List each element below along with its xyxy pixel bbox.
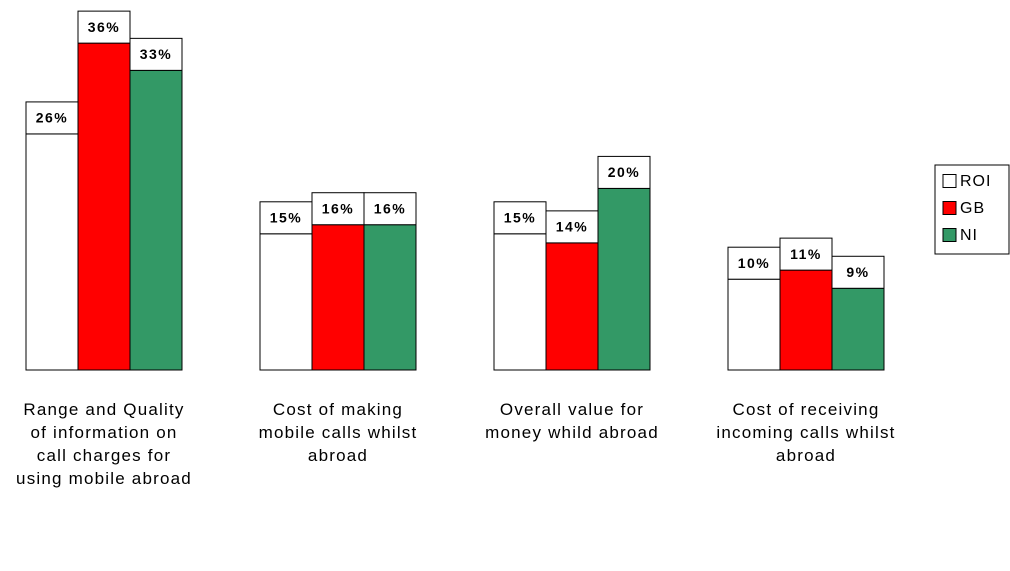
value-label-box xyxy=(727,246,781,280)
value-label: 36% xyxy=(88,19,121,35)
value-label: 10% xyxy=(738,255,771,271)
bar xyxy=(363,224,417,371)
bar xyxy=(831,287,885,371)
bar xyxy=(25,133,79,371)
value-label-box xyxy=(363,192,417,226)
bar xyxy=(779,269,833,371)
value-label-box xyxy=(259,201,313,235)
bar xyxy=(597,187,651,371)
value-label-box xyxy=(493,201,547,235)
value-label: 20% xyxy=(608,164,641,180)
value-label-box xyxy=(779,237,833,271)
legend-swatch xyxy=(942,228,957,242)
value-label-box xyxy=(129,37,183,71)
category-label: Range and Quality of information on call… xyxy=(16,400,192,488)
value-label: 11% xyxy=(790,246,822,262)
value-label-box xyxy=(25,101,79,135)
bar xyxy=(545,242,599,371)
value-label-box xyxy=(831,255,885,289)
bar xyxy=(259,233,313,371)
bar xyxy=(77,42,131,371)
value-label: 16% xyxy=(322,200,355,216)
bar xyxy=(493,233,547,371)
bar xyxy=(129,69,183,371)
value-label: 26% xyxy=(36,110,69,126)
value-label-box xyxy=(545,210,599,244)
value-label: 14% xyxy=(556,219,589,235)
category-label: Cost of making mobile calls whilst abroa… xyxy=(258,400,418,465)
category-label: Overall value for money whild abroad xyxy=(485,400,659,442)
bar xyxy=(727,278,781,371)
value-label-box xyxy=(597,155,651,189)
value-label: 33% xyxy=(140,46,173,62)
legend-label: NI xyxy=(960,227,978,244)
legend-label: GB xyxy=(960,200,985,217)
value-label: 15% xyxy=(504,210,537,226)
bar xyxy=(311,224,365,371)
legend-swatch xyxy=(942,174,957,188)
value-label: 16% xyxy=(374,200,407,216)
value-label-box xyxy=(77,10,131,44)
legend-label: ROI xyxy=(960,173,991,190)
category-label: Cost of receiving incoming calls whilst … xyxy=(716,400,896,465)
value-label: 15% xyxy=(270,210,303,226)
legend-swatch xyxy=(942,201,957,215)
value-label: 9% xyxy=(846,264,869,280)
